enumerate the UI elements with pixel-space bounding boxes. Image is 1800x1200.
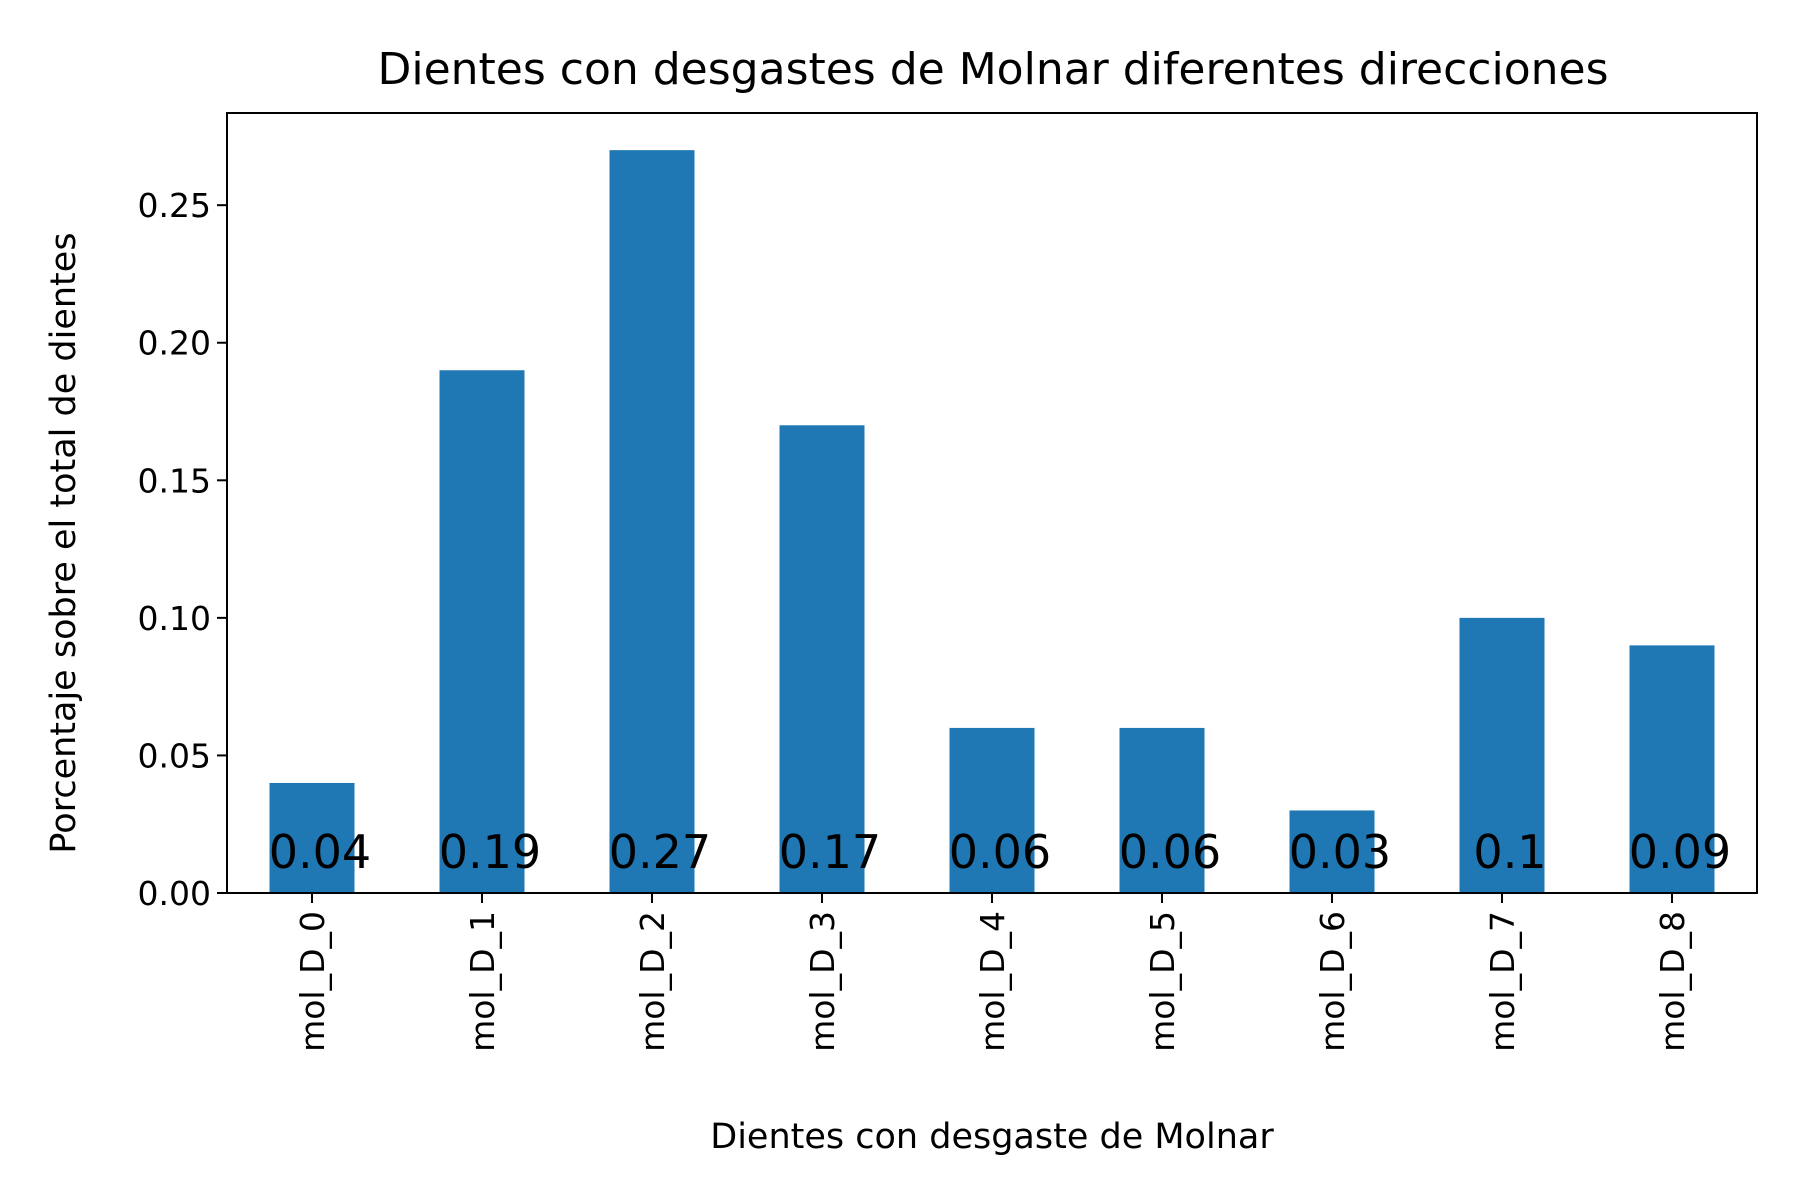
value-label-mol_D_4: 0.06 (949, 825, 1051, 879)
x-tick-label: mol_D_1 (463, 911, 502, 1052)
value-label-mol_D_5: 0.06 (1119, 825, 1221, 879)
x-axis: mol_D_0 mol_D_1 mol_D_2 mol_D_3 mol_D_4 mol_D… (293, 893, 1692, 1052)
bars-group (269, 150, 1715, 894)
value-label-mol_D_0: 0.04 (269, 825, 371, 879)
bar-mol_D_2 (609, 150, 695, 894)
x-tick-label: mol_D_5 (1143, 911, 1182, 1052)
value-label-mol_D_6: 0.03 (1289, 825, 1391, 879)
y-tick-label: 0.05 (138, 736, 211, 775)
x-tick-label: mol_D_0 (293, 911, 332, 1052)
y-axis-label: Porcentaje sobre el total de dientes (44, 232, 84, 853)
value-labels-group: 0.04 0.19 0.27 0.17 0.06 0.06 0.03 0.1 0.09 (269, 825, 1731, 879)
bar-mol_D_6 (1289, 810, 1375, 893)
chart-title: Dientes con desgastes de Molnar diferent… (377, 44, 1608, 95)
value-label-mol_D_7: 0.1 (1473, 825, 1546, 879)
x-tick-label: mol_D_7 (1483, 911, 1522, 1052)
plot-frame (226, 112, 1758, 894)
bar-mol_D_7 (1459, 617, 1545, 893)
y-axis: 0.00 0.05 0.10 0.15 0.20 0.25 (138, 186, 227, 913)
y-tick-label: 0.25 (138, 186, 211, 225)
y-tick-label: 0.10 (138, 599, 211, 638)
bar-mol_D_5 (1119, 727, 1205, 893)
bar-mol_D_1 (439, 370, 525, 894)
value-label-mol_D_3: 0.17 (779, 825, 881, 879)
value-label-mol_D_8: 0.09 (1629, 825, 1731, 879)
bar-mol_D_8 (1629, 645, 1715, 893)
y-tick-label: 0.00 (138, 874, 211, 913)
value-label-mol_D_2: 0.27 (609, 825, 711, 879)
x-tick-label: mol_D_6 (1313, 911, 1352, 1052)
bar-mol_D_0 (269, 782, 355, 893)
x-tick-label: mol_D_4 (973, 911, 1012, 1052)
value-label-mol_D_1: 0.19 (439, 825, 541, 879)
y-tick-label: 0.20 (138, 324, 211, 363)
bar-mol_D_4 (949, 727, 1035, 893)
y-tick-label: 0.15 (138, 461, 211, 500)
x-tick-label: mol_D_8 (1653, 911, 1692, 1052)
x-tick-label: mol_D_3 (803, 911, 842, 1052)
x-axis-label: Dientes con desgaste de Molnar (710, 1117, 1274, 1157)
bar-mol_D_3 (779, 425, 865, 893)
x-tick-label: mol_D_2 (633, 911, 672, 1052)
